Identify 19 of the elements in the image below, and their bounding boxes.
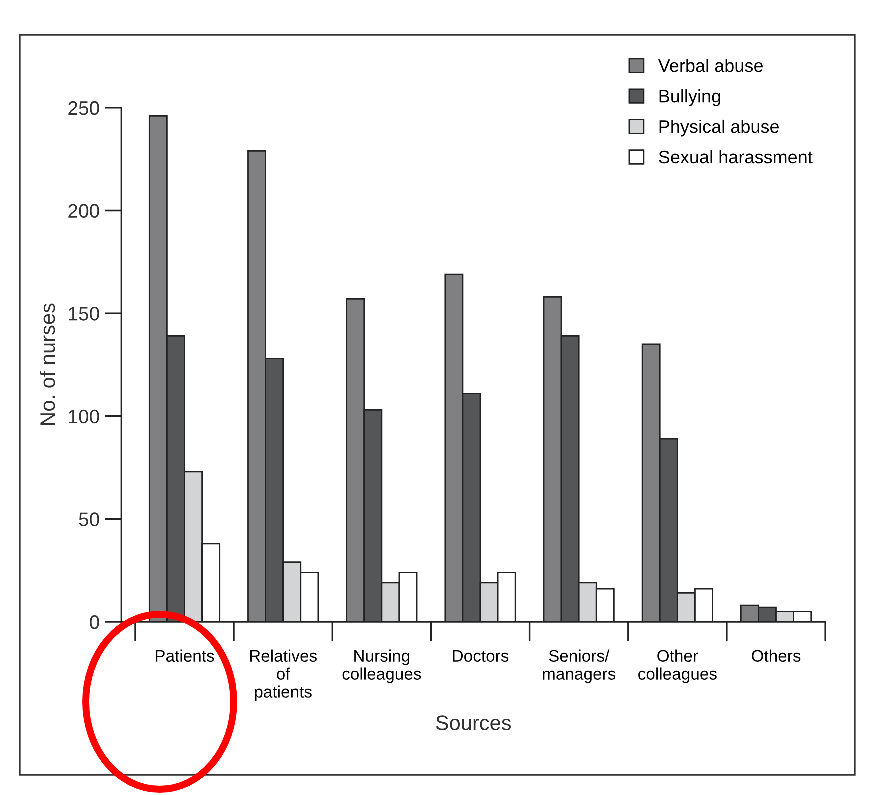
x-axis-title: Sources: [436, 716, 512, 730]
y-tick-label: 150: [69, 307, 100, 321]
y-tick-label: 250: [68, 101, 100, 116]
legend-label: Verbal abuse: [658, 59, 763, 72]
x-tick-label: Nursing colleagues: [342, 650, 422, 684]
legend-label: Sexual harassment: [659, 150, 813, 164]
y-tick-label: 200: [68, 204, 100, 218]
x-tick-label: Other colleagues: [638, 650, 717, 684]
y-tick-label: 50: [79, 512, 100, 526]
x-tick-label: Others: [752, 650, 801, 662]
x-tick-label: Seniors/ managers: [543, 650, 616, 684]
y-tick-label: 100: [69, 410, 100, 424]
x-tick-label: Relatives of patients: [250, 650, 318, 702]
legend-label: Physical abuse: [660, 120, 780, 137]
x-tick-label: Patients: [156, 650, 214, 662]
legend-label: Bullying: [660, 89, 720, 106]
y-tick-label: 0: [90, 615, 100, 630]
x-tick-label: Doctors: [453, 650, 509, 662]
y-axis-title: No. of nurses: [40, 304, 56, 426]
